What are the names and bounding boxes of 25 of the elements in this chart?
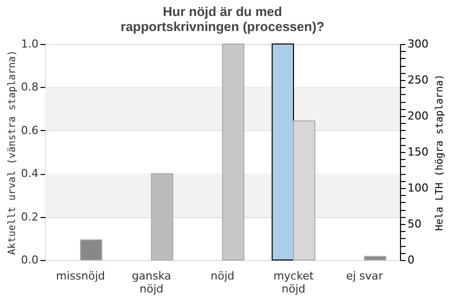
y-tick-label: 0.6 — [21, 124, 38, 137]
x-tick-label: ganska nöjd — [132, 270, 172, 296]
y-tick-label: 1.0 — [21, 38, 38, 50]
x-tick-label: missnöjd — [56, 270, 105, 282]
x-tick-label: nöjd — [210, 270, 234, 282]
bar — [80, 239, 102, 260]
bar — [222, 44, 244, 260]
y2-tick-label: 100 — [408, 182, 428, 194]
y2-tick-label: 150 — [408, 146, 428, 158]
y2-tick-label: 300 — [408, 38, 428, 50]
y2-tick-label: 0 — [408, 254, 414, 266]
y2-tick-label: 200 — [408, 110, 428, 122]
y-tick-label: 0.4 — [21, 167, 38, 180]
chart-title: Hur nöjd är du med rapportskrivningen (processen)? — [120, 4, 324, 34]
x-tick-label: ej svar — [346, 270, 384, 282]
y-tick-label: 0.8 — [21, 80, 38, 94]
y2-axis-title: Hela LTH (högra staplarna) — [434, 74, 446, 231]
y-axis-title: Aktuellt urval (vänstra staplarna) — [7, 50, 18, 255]
y2-tick-label: 250 — [408, 74, 428, 86]
y2-tick-label: 50 — [408, 218, 422, 230]
bar — [364, 256, 386, 260]
x-tick-label: mycket nöjd — [273, 270, 314, 296]
y-tick-label: 0.2 — [21, 210, 38, 224]
y-tick-label: 0.0 — [21, 254, 38, 266]
bar — [151, 173, 174, 260]
